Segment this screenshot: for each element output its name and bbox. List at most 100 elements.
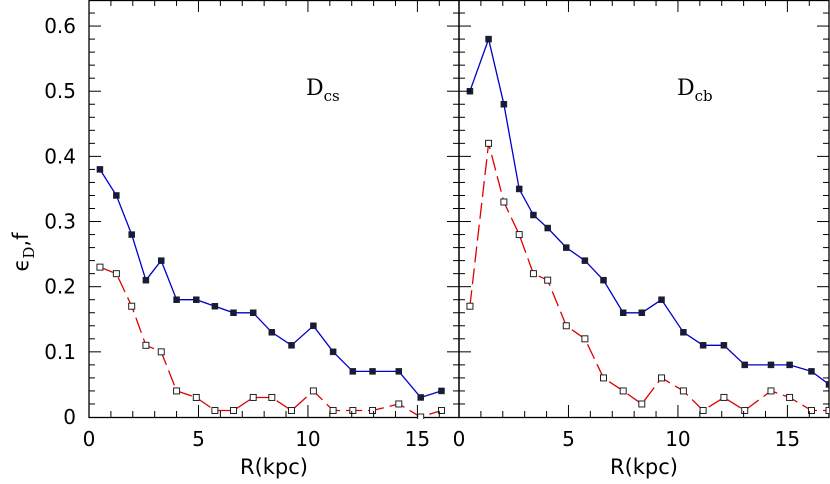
data-point: [438, 387, 445, 395]
plot-frame-1: [88, 0, 460, 419]
y-tick-label: 0: [63, 405, 76, 429]
data-point: [619, 309, 627, 316]
data-point: [619, 387, 627, 395]
series-blue-panel-2: [466, 35, 829, 388]
data-point: [699, 342, 707, 349]
data-point: [529, 270, 537, 278]
series-line: [99, 169, 442, 399]
data-point: [268, 393, 276, 401]
data-point: [211, 302, 219, 310]
data-point: [599, 374, 607, 382]
data-point: [581, 257, 589, 264]
data-point: [329, 348, 337, 356]
series-red-panel-1: [96, 263, 445, 419]
data-point: [230, 309, 237, 316]
plot-frame-2: [458, 0, 830, 419]
data-point: [562, 322, 570, 330]
data-point: [544, 224, 551, 232]
data-point: [157, 348, 165, 356]
data-point: [825, 406, 829, 414]
y-tick-label: 0.1: [44, 340, 76, 364]
data-point: [485, 139, 493, 147]
data-point: [807, 406, 815, 414]
data-point: [563, 244, 570, 251]
data-point: [658, 374, 666, 382]
y-tick-label: 0.3: [44, 210, 76, 234]
data-point: [309, 387, 317, 395]
data-point: [767, 361, 775, 369]
data-point: [417, 394, 424, 401]
data-point: [417, 413, 425, 419]
x-tick-label: 15: [405, 427, 430, 451]
data-point: [741, 406, 749, 414]
y-tick-label: 0.2: [44, 275, 76, 299]
data-point: [192, 393, 200, 401]
data-point: [113, 192, 120, 199]
data-point: [500, 198, 508, 206]
data-point: [395, 368, 403, 375]
data-point: [173, 387, 181, 395]
data-point: [544, 276, 552, 284]
data-point: [142, 341, 150, 349]
y-tick-label: 0.5: [44, 79, 76, 103]
data-point: [128, 231, 135, 238]
panel-label-right: Dcb: [677, 76, 713, 105]
x-tick-label: 0: [83, 427, 96, 451]
data-point: [581, 335, 589, 343]
data-point: [173, 296, 180, 303]
data-point: [288, 342, 295, 349]
x-tick-label: 15: [775, 427, 800, 451]
data-point: [466, 302, 474, 310]
data-point: [395, 400, 403, 408]
data-point: [229, 406, 237, 414]
data-point: [680, 329, 687, 336]
x-tick-label: 0: [453, 427, 466, 451]
panel-label-left: Dcs: [306, 76, 340, 105]
data-point: [600, 276, 607, 284]
data-point: [825, 381, 829, 388]
data-point: [310, 322, 317, 330]
data-point: [638, 400, 646, 408]
data-point: [96, 263, 104, 271]
data-point: [437, 406, 445, 414]
data-point: [786, 393, 794, 401]
y-tick-label: 0.6: [44, 14, 76, 38]
data-point: [142, 276, 150, 284]
data-point: [329, 406, 337, 414]
data-point: [741, 361, 748, 369]
data-point: [249, 309, 257, 316]
data-point: [699, 406, 707, 414]
data-point: [211, 406, 219, 414]
y-axis-label: ϵD,f: [9, 232, 38, 272]
data-point: [808, 368, 815, 375]
series-line: [469, 143, 829, 412]
data-point: [638, 309, 646, 316]
data-point: [679, 387, 687, 395]
x-tick-label: 5: [562, 427, 575, 451]
x-tick-label: 10: [295, 427, 320, 451]
data-series: [96, 35, 829, 419]
data-point: [349, 406, 357, 414]
data-point: [515, 185, 523, 193]
data-point: [369, 406, 377, 414]
data-point: [485, 35, 492, 43]
data-point: [786, 361, 793, 369]
data-point: [112, 270, 120, 278]
data-point: [96, 166, 104, 173]
data-point: [720, 393, 728, 401]
x-tick-label: 10: [665, 427, 690, 451]
series-red-panel-2: [466, 139, 829, 414]
data-point: [268, 329, 276, 336]
series-line: [469, 36, 829, 385]
data-point: [767, 387, 775, 395]
data-point: [720, 342, 728, 349]
data-point: [249, 393, 257, 401]
x-axis-label-right: R(kpc): [610, 455, 678, 479]
data-point: [157, 257, 165, 264]
data-point: [288, 406, 296, 414]
data-point: [128, 302, 136, 310]
data-point: [193, 296, 200, 303]
y-tick-label: 0.4: [44, 144, 76, 168]
data-point: [369, 368, 376, 375]
